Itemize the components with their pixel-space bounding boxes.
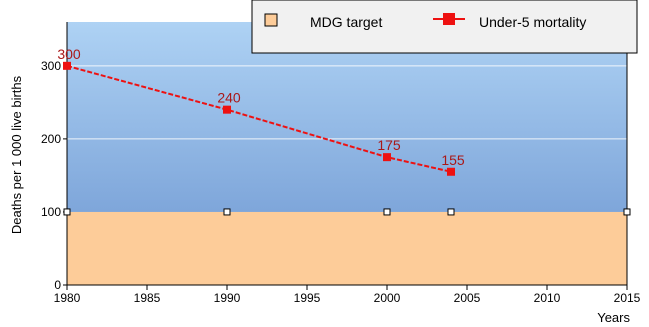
mortality-data-label: 175 <box>377 137 401 153</box>
x-tick-label: 1985 <box>134 291 161 305</box>
x-tick-label: 2010 <box>534 291 561 305</box>
mortality-line <box>66 64 452 173</box>
y-tick-label: 100 <box>41 205 61 219</box>
plot-area <box>67 22 627 285</box>
x-tick-label: 1995 <box>294 291 321 305</box>
y-tick-label: 300 <box>41 59 61 73</box>
mortality-marker <box>447 167 455 176</box>
legend-swatch-mortality <box>443 13 455 25</box>
target-marker <box>623 208 631 216</box>
x-tick-label: 2000 <box>374 291 401 305</box>
x-axis-label: Years <box>597 310 630 325</box>
target-zone <box>67 211 627 285</box>
mortality-data-label: 155 <box>441 152 465 168</box>
legend: MDG target Under-5 mortality <box>251 0 638 54</box>
y-tick-label: 0 <box>54 278 61 292</box>
x-tick-label: 2005 <box>454 291 481 305</box>
legend-label-mortality: Under-5 mortality <box>479 14 586 30</box>
x-tick-label: 1980 <box>54 291 81 305</box>
gridlines <box>67 65 627 140</box>
mortality-marker <box>63 61 71 70</box>
legend-label-target: MDG target <box>310 14 382 30</box>
legend-box <box>251 0 638 54</box>
target-marker <box>447 208 455 216</box>
data-labels: 300 240 175 155 <box>57 46 465 168</box>
x-tick-label: 2015 <box>614 291 641 305</box>
x-tick-label: 1990 <box>214 291 241 305</box>
target-marker <box>63 208 71 216</box>
y-axis-label: Deaths per 1 000 live births <box>9 75 24 234</box>
mortality-data-label: 300 <box>57 46 81 62</box>
series-layer <box>63 61 631 216</box>
mortality-marker <box>223 105 231 114</box>
target-marker <box>383 208 391 216</box>
mortality-data-label: 240 <box>217 90 241 106</box>
y-tick-label: 200 <box>41 132 61 146</box>
target-marker <box>223 208 231 216</box>
mortality-marker <box>383 153 391 162</box>
legend-swatch-target <box>264 13 278 27</box>
